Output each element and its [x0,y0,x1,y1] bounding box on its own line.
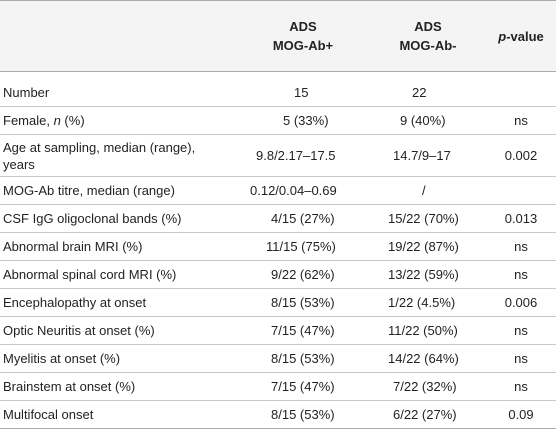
row-value-mog-neg: / [422,183,426,198]
table-row-optic-neuritis: Optic Neuritis at onset (%) 7/15 (47%) 1… [0,317,556,345]
header-col1-line2: MOG-Ab+ [272,38,334,53]
row-value-mog-neg: 22 [412,84,427,100]
row-value-mog-neg: 9 (40%) [400,113,446,128]
row-value-mog-pos: 7/15 (47%) [271,323,335,338]
row-value-mog-pos: 9/22 (62%) [271,267,335,282]
row-label: Encephalopathy at onset [3,295,147,310]
table-spacer-row [0,72,556,79]
header-mog-ab-positive: ADS MOG-Ab+ [236,1,370,72]
table-header-row: ADS MOG-Ab+ ADS MOG-Ab- p-value [0,0,556,72]
row-label: Optic Neuritis at onset (%) [3,323,155,338]
row-value-mog-neg: 15/22 (70%) [388,211,459,226]
row-value-mog-neg: 11/22 (50%) [388,323,458,338]
row-label: Abnormal spinal cord MRI (%) [3,267,177,282]
table-row-mog-titre: MOG-Ab titre, median (range) 0.12/0.04–0… [0,177,556,205]
row-p-value: ns [514,239,528,254]
row-value-mog-pos: 0.12/0.04–0.69 [250,183,337,198]
table-row-myelitis: Myelitis at onset (%) 8/15 (53%) 14/22 (… [0,345,556,373]
row-value-mog-pos: 7/15 (47%) [271,379,335,394]
row-value-mog-pos: 11/15 (75%) [266,239,336,254]
header-col1-line1: ADS [289,19,317,34]
table-row-encephalopathy: Encephalopathy at onset 8/15 (53%) 1/22 … [0,289,556,317]
row-label: Brainstem at onset (%) [3,379,136,394]
row-value-mog-pos: 8/15 (53%) [271,295,335,310]
row-label: Abnormal brain MRI (%) [3,239,143,254]
row-value-mog-neg: 19/22 (87%) [388,239,459,254]
row-label: Female, n (%) [0,107,236,135]
row-p-value: 0.09 [508,407,534,422]
row-label: Number [3,84,50,100]
row-label-line2: years [3,156,35,172]
header-mog-ab-negative: ADS MOG-Ab- [370,1,486,72]
table-row-spinal-mri: Abnormal spinal cord MRI (%) 9/22 (62%) … [0,261,556,289]
header-col2-line1: ADS [414,19,442,34]
header-col2-line2: MOG-Ab- [399,38,457,53]
row-label-italic: n [53,113,61,128]
row-p-value: ns [514,267,528,282]
row-value-mog-neg: 6/22 (27%) [393,407,457,422]
row-value-mog-pos: 4/15 (27%) [271,211,335,226]
row-value-mog-neg: 14.7/9–17 [393,148,451,163]
header-p-italic: p [498,28,507,44]
row-label-tail: (%) [60,113,85,128]
row-p-value [486,79,556,107]
row-label: CSF IgG oligoclonal bands (%) [3,211,182,226]
row-p-value: ns [514,323,528,338]
row-label: MOG-Ab titre, median (range) [3,183,175,198]
table-row-brainstem: Brainstem at onset (%) 7/15 (47%) 7/22 (… [0,373,556,401]
row-value-mog-pos: 8/15 (53%) [271,351,335,366]
row-p-value: 0.013 [504,211,538,226]
row-p-value: ns [514,351,528,366]
table-row-age: Age at sampling, median (range), years 9… [0,135,556,177]
row-value-mog-neg: 1/22 (4.5%) [388,295,456,310]
header-p-rest: -value [506,28,544,44]
row-label: Multifocal onset [3,407,94,422]
header-empty-cell [0,1,236,72]
row-p-value: 0.002 [504,148,538,163]
table-row-brain-mri: Abnormal brain MRI (%) 11/15 (75%) 19/22… [0,233,556,261]
row-label: Age at sampling, median (range), years [0,135,236,177]
table-row-csf-bands: CSF IgG oligoclonal bands (%) 4/15 (27%)… [0,205,556,233]
row-value-mog-pos: 15 [294,84,309,100]
row-value-mog-neg: 14/22 (64%) [388,351,459,366]
table-row-female: Female, n (%) 5 (33%) 9 (40%) ns [0,107,556,135]
table-row-number: Number 15 22 [0,79,556,107]
row-p-value: ns [514,113,528,128]
table-row-multifocal: Multifocal onset 8/15 (53%) 6/22 (27%) 0… [0,401,556,429]
row-p-value [486,177,556,205]
row-value-mog-neg: 7/22 (32%) [393,379,457,394]
header-p-value: p-value [486,1,556,72]
row-label-line1: Age at sampling, median (range), [3,139,196,155]
row-label: Myelitis at onset (%) [3,351,121,366]
row-value-mog-pos: 5 (33%) [283,113,329,128]
row-value-mog-pos: 9.8/2.17–17.5 [256,148,336,163]
row-p-value: ns [514,379,528,394]
row-value-mog-neg: 13/22 (59%) [388,267,459,282]
row-label-plain: Female, [3,113,54,128]
row-value-mog-pos: 8/15 (53%) [271,407,335,422]
row-p-value: 0.006 [504,295,538,310]
